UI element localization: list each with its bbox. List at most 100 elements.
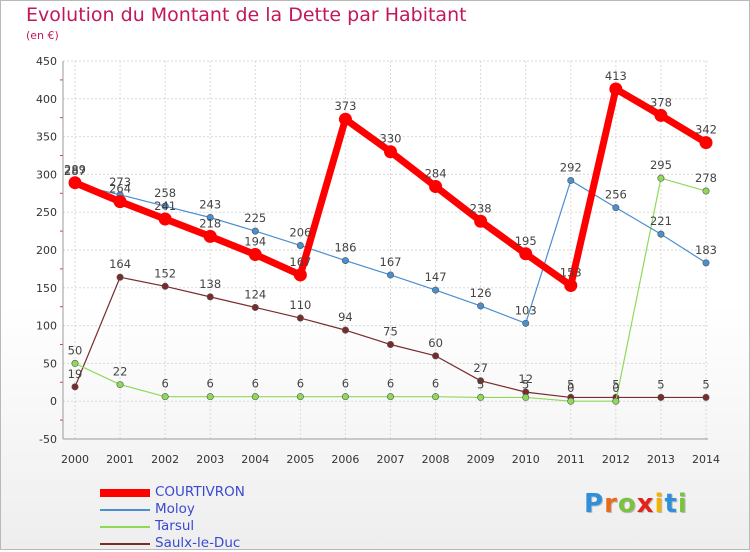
data-point (702, 259, 710, 267)
data-point (432, 393, 440, 401)
data-label: 330 (380, 132, 402, 146)
data-point (386, 340, 394, 348)
data-point (519, 247, 533, 261)
data-point (567, 397, 575, 405)
data-label: 292 (560, 160, 582, 174)
data-point (477, 377, 485, 385)
data-point (522, 393, 530, 401)
data-label: 153 (560, 266, 582, 280)
x-tick-label: 2014 (692, 453, 720, 466)
data-point (429, 179, 443, 193)
x-tick-label: 2006 (331, 453, 359, 466)
data-point (612, 397, 620, 405)
data-label: 183 (695, 243, 717, 257)
data-label: 256 (605, 188, 627, 202)
data-label: 6 (432, 377, 439, 391)
data-label: 5 (657, 377, 664, 391)
data-label: 126 (470, 286, 492, 300)
data-point (203, 229, 217, 243)
y-tick-label: 200 (36, 244, 57, 257)
data-point (612, 204, 620, 212)
x-tick-label: 2013 (647, 453, 675, 466)
legend-label: Moloy (155, 501, 195, 517)
data-label: 373 (334, 99, 356, 113)
data-point (657, 230, 665, 238)
data-labels-layer: 2892642412181941673733302842381951534133… (64, 69, 717, 395)
chart-unit: (en €) (26, 29, 59, 42)
data-label: 195 (515, 234, 537, 248)
series-saulx-le-duc (71, 273, 710, 401)
data-label: 6 (207, 377, 214, 391)
x-tick-label: 2005 (286, 453, 314, 466)
data-label: 12 (518, 372, 533, 386)
data-label: 138 (199, 277, 221, 291)
data-point (158, 212, 172, 226)
data-label: 5 (522, 377, 529, 391)
chart-title: Evolution du Montant de la Dette par Hab… (26, 4, 467, 26)
data-label: 258 (154, 186, 176, 200)
data-point (384, 145, 397, 159)
legend-label: Tarsul (155, 518, 195, 534)
data-label: 164 (109, 257, 131, 271)
series-layer (68, 82, 713, 405)
y-tick-label: 100 (36, 320, 57, 333)
data-label: 218 (199, 216, 221, 230)
data-point (161, 202, 169, 210)
x-tick-label: 2012 (602, 453, 630, 466)
data-point (251, 303, 259, 311)
data-label: 186 (334, 241, 356, 255)
data-label: 50 (68, 343, 83, 357)
data-point (296, 241, 304, 249)
y-tick-label: 400 (36, 93, 57, 106)
data-label: 22 (113, 365, 128, 379)
data-point (477, 302, 485, 310)
data-point (296, 314, 304, 322)
proxiti-logo: Proxiti (584, 489, 688, 519)
x-tick-label: 2009 (467, 453, 495, 466)
data-label: 238 (470, 201, 492, 215)
data-label: 221 (650, 214, 672, 228)
data-label: 194 (244, 235, 266, 249)
data-label: 378 (650, 95, 672, 109)
data-label: 295 (650, 158, 672, 172)
data-point (474, 214, 488, 228)
data-label: 103 (515, 303, 537, 317)
data-label: 124 (244, 287, 266, 301)
data-label: 289 (64, 163, 86, 177)
data-label: 206 (289, 225, 311, 239)
data-point (206, 293, 214, 301)
data-label: 5 (702, 377, 709, 391)
data-point (116, 381, 124, 389)
data-point (251, 227, 259, 235)
data-point (161, 393, 169, 401)
data-label: 6 (297, 377, 304, 391)
data-label: 167 (380, 255, 402, 269)
data-point (702, 393, 710, 401)
series-courtivron (68, 82, 713, 293)
data-label: 147 (425, 270, 447, 284)
data-label: 241 (154, 199, 176, 213)
data-label: 75 (383, 325, 398, 339)
data-point (296, 393, 304, 401)
data-point (161, 282, 169, 290)
legend-swatch (100, 509, 150, 511)
data-point (564, 279, 578, 293)
data-point (567, 176, 575, 184)
data-label: 225 (244, 211, 266, 225)
data-label: 6 (161, 377, 168, 391)
data-point (113, 195, 127, 209)
data-point (699, 136, 713, 150)
data-label: 110 (289, 298, 311, 312)
data-point (206, 213, 214, 221)
series-tarsul (71, 174, 710, 405)
data-point (116, 273, 124, 281)
data-point (338, 112, 352, 126)
data-label: 284 (425, 166, 447, 180)
data-label: 413 (605, 69, 627, 83)
x-tick-label: 2002 (151, 453, 179, 466)
data-point (71, 359, 79, 367)
data-point (206, 393, 214, 401)
data-label: 243 (199, 197, 221, 211)
y-tick-label: 150 (36, 282, 57, 295)
data-point (609, 82, 623, 96)
